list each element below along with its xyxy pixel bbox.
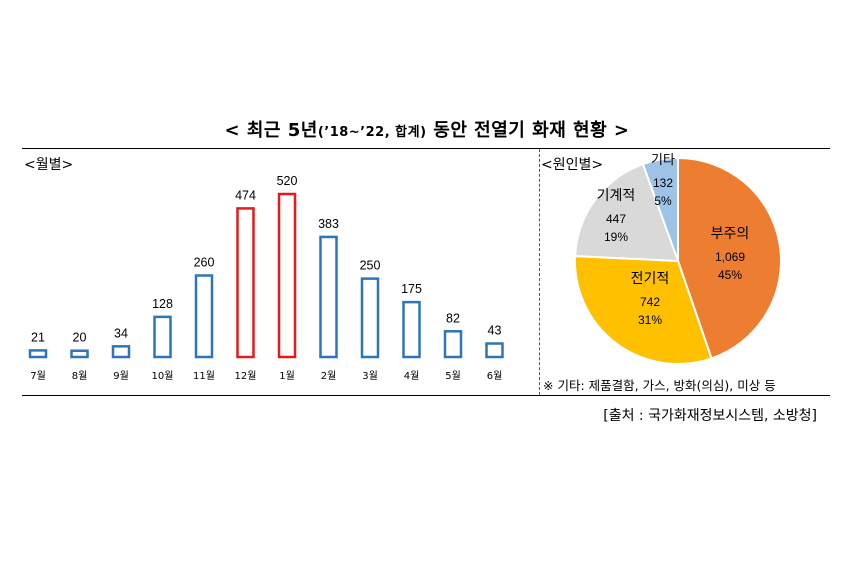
bar-value-label: 383 bbox=[318, 217, 339, 231]
pie-slice-percent: 31% bbox=[638, 313, 662, 327]
x-tick-label: 6월 bbox=[487, 370, 503, 382]
bar-5월 bbox=[443, 330, 463, 359]
bar-value-label: 20 bbox=[73, 331, 87, 345]
bar-value-label: 82 bbox=[446, 311, 460, 325]
bar-11월 bbox=[194, 274, 214, 359]
bar-value-label: 21 bbox=[31, 330, 45, 344]
pie-slice-전기적 bbox=[574, 254, 713, 365]
bar-8월 bbox=[70, 349, 89, 359]
x-tick-label: 11월 bbox=[193, 370, 215, 382]
pie-slice-percent: 19% bbox=[604, 230, 628, 244]
pie-slice-percent: 5% bbox=[654, 194, 672, 208]
x-tick-label: 4월 bbox=[404, 370, 420, 382]
chart-title: < 최근 5년(’18~’22, 합계) 동안 전열기 화재 현황 > bbox=[0, 116, 854, 142]
pie-slice-name: 전기적 bbox=[631, 271, 670, 287]
pie-slice-name: 부주의 bbox=[711, 226, 750, 242]
pie-slice-name: 기타 bbox=[651, 153, 675, 168]
bar-10월 bbox=[153, 315, 172, 359]
x-tick-label: 1월 bbox=[279, 370, 295, 382]
bar-4월 bbox=[402, 300, 421, 359]
x-tick-label: 9월 bbox=[113, 370, 129, 382]
bar-3월 bbox=[360, 277, 380, 359]
pie-slice-기계적 bbox=[574, 162, 680, 263]
bar-9월 bbox=[111, 345, 131, 359]
bottom-divider bbox=[22, 395, 830, 396]
x-tick-label: 10월 bbox=[152, 370, 174, 382]
x-tick-label: 3월 bbox=[362, 370, 378, 382]
title-period: (’18~’22, 합계) bbox=[317, 125, 427, 140]
pie-slice-value: 447 bbox=[606, 212, 626, 226]
bar-7월 bbox=[28, 349, 48, 359]
pie-footnote: ※ 기타: 제품결함, 가스, 방화(의심), 미상 등 bbox=[543, 378, 776, 393]
top-divider bbox=[22, 148, 830, 149]
bar-2월 bbox=[319, 235, 338, 359]
pie-slice-percent: 45% bbox=[718, 268, 742, 282]
title-suffix: 동안 전열기 화재 현황 > bbox=[426, 120, 630, 141]
bar-value-label: 520 bbox=[277, 174, 298, 188]
monthly-section-label: <월별> bbox=[24, 157, 74, 173]
pie-slice-name: 기계적 bbox=[597, 188, 636, 204]
pie-slice-value: 1,069 bbox=[715, 250, 745, 264]
x-tick-label: 12월 bbox=[235, 370, 257, 382]
cause-section-label: <원인별> bbox=[541, 157, 604, 173]
x-tick-label: 8월 bbox=[72, 370, 88, 382]
title-prefix: < 최근 5년 bbox=[224, 120, 318, 141]
bar-12월 bbox=[236, 207, 255, 359]
bar-value-label: 250 bbox=[360, 259, 381, 273]
bar-value-label: 260 bbox=[194, 256, 215, 270]
bar-value-label: 128 bbox=[152, 297, 173, 311]
bar-1월 bbox=[277, 192, 297, 359]
x-tick-label: 5월 bbox=[445, 370, 461, 382]
bar-value-label: 175 bbox=[401, 282, 422, 296]
bar-value-label: 43 bbox=[488, 324, 502, 338]
pie-slice-부주의 bbox=[677, 156, 782, 360]
source-note: [출처 : 국가화재정보시스템, 소방청] bbox=[603, 408, 817, 424]
pie-slice-value: 742 bbox=[640, 295, 660, 309]
pie-slice-value: 132 bbox=[653, 176, 673, 190]
pie-slice-기타 bbox=[641, 156, 679, 262]
bar-6월 bbox=[485, 342, 504, 359]
bar-value-label: 474 bbox=[235, 188, 256, 202]
bar-value-label: 34 bbox=[114, 326, 128, 340]
x-tick-label: 2월 bbox=[321, 370, 337, 382]
section-divider bbox=[539, 149, 540, 395]
x-tick-label: 7월 bbox=[30, 370, 46, 382]
